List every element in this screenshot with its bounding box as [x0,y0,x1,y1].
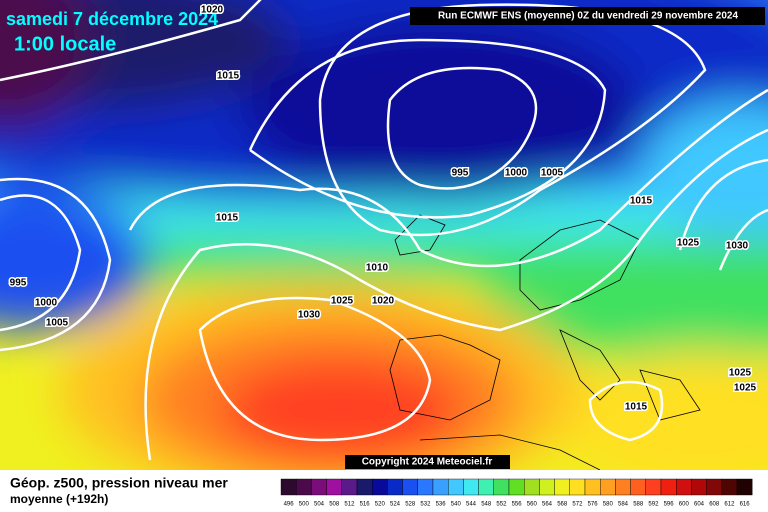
colorbar-swatch [691,478,707,496]
isobar-label: 1030 [726,241,749,252]
colorbar-label: 548 [481,502,492,508]
colorbar-label: 612 [724,502,735,508]
colorbar-swatch [736,478,753,496]
colorbar-label: 600 [679,502,690,508]
colorbar-label: 596 [664,502,675,508]
colorbar-label: 540 [451,502,462,508]
colorbar-swatch [615,478,631,496]
colorbar-label: 536 [436,502,447,508]
isobar-label: 1005 [541,168,564,179]
colorbar-swatch [311,478,327,496]
isobar-label: 1025 [677,238,700,249]
colorbar-swatch [356,478,373,496]
colorbar-swatch [539,478,555,496]
isobar-label: 1025 [734,383,757,394]
colorbar-label: 608 [709,502,720,508]
run-info: Run ECMWF ENS (moyenne) 0Z du vendredi 2… [438,11,739,22]
isobar-label: 1015 [630,196,653,207]
colorbar-label: 496 [284,502,295,508]
colorbar-label: 560 [527,502,538,508]
isobar-label: 1020 [201,5,224,16]
colorbar-swatch [554,478,570,496]
colorbar-swatch [463,478,479,496]
colorbar-swatch [402,478,419,496]
colorbar-swatch [372,478,388,496]
colorbar-label: 616 [740,502,751,508]
colorbar-swatch [432,478,449,496]
colorbar-swatch [326,478,343,496]
colorbar-swatch [630,478,646,496]
colorbar-swatch [341,478,358,496]
colorbar-swatch [508,478,525,496]
field [0,0,768,470]
colorbar-label: 572 [572,502,583,508]
colorbar-label: 508 [329,502,340,508]
colorbar-label: 604 [694,502,705,508]
colorbar-label: 528 [405,502,416,508]
colorbar-label: 556 [512,502,523,508]
colorbar-label: 552 [496,502,507,508]
colorbar-label: 544 [466,502,477,508]
isobar-label: 1015 [216,213,239,224]
colorbar-label: 564 [542,502,553,508]
colorbar-swatch [676,478,692,496]
subtitle: 1:00 locale [14,33,116,55]
footer-title: Géop. z500, pression niveau mer [10,475,228,491]
colorbar-swatch [706,478,722,496]
colorbar-swatch [645,478,662,496]
colorbar-label: 584 [618,502,629,508]
colorbar-swatch [569,478,586,496]
colorbar-label: 504 [314,502,325,508]
colorbar-label: 500 [299,502,310,508]
colorbar-label: 520 [375,502,386,508]
colorbar-swatch [660,478,677,496]
isobar-label: 1020 [372,296,395,307]
colorbar-swatch [600,478,616,496]
isobar-label: 1015 [625,402,648,413]
isobar-label: 1010 [366,263,389,274]
copyright: Copyright 2024 Meteociel.fr [362,457,493,468]
colorbar-label: 580 [603,502,614,508]
title: samedi 7 décembre 2024 [6,9,218,29]
isobar-label: 1030 [298,310,321,321]
isobar-label: 1025 [331,296,354,307]
isobar-label: 995 [452,168,469,179]
colorbar-label: 588 [633,502,644,508]
isobar-labels: 1020 1015 995 1000 1005 1015 1015 1025 1030 995 10… [8,3,758,414]
colorbar-swatch [524,478,540,496]
colorbar-label: 512 [344,502,355,508]
colorbar-swatch [296,478,312,496]
isobar-label: 1000 [505,168,528,179]
colorbar-swatch [448,478,464,496]
colorbar-swatch [478,478,495,496]
isobar-label: 1000 [35,298,58,309]
isobar-label: 995 [10,278,27,289]
colorbar-label: 524 [390,502,401,508]
colorbar-label: 576 [588,502,599,508]
isobar-label: 1025 [729,368,752,379]
colorbar-swatch [280,478,297,496]
colorbar-label: 532 [420,502,431,508]
colorbar-swatch [493,478,510,496]
colorbar-swatch [584,478,601,496]
colorbar-swatch [721,478,738,496]
isobar-label: 1005 [46,318,69,329]
footer-subtitle: moyenne (+192h) [10,492,108,506]
colorbar-swatch [387,478,403,496]
colorbar-label: 568 [557,502,568,508]
colorbar: 496 500 504 508 512 516 520 524 528 532 536 540 544 5… [280,478,753,508]
isobar-label: 1015 [217,71,240,82]
colorbar-label: 592 [648,502,659,508]
colorbar-label: 516 [360,502,371,508]
colorbar-swatch [417,478,434,496]
